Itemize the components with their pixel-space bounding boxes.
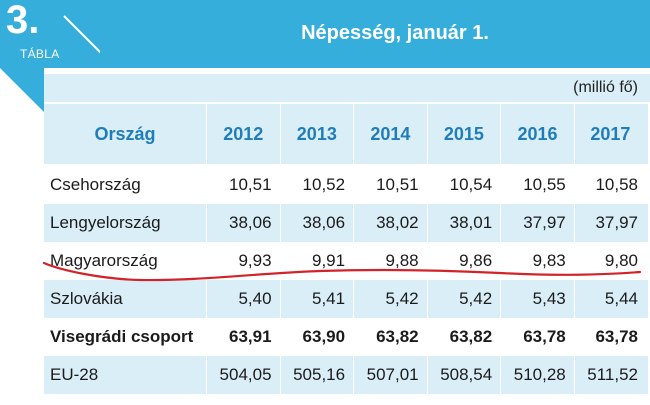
table-cell: 63,78 xyxy=(574,318,648,356)
table-row: Lengyelország 38,06 38,06 38,02 38,01 37… xyxy=(44,204,648,242)
table-cell: 5,43 xyxy=(501,280,575,318)
unit-label: (millió fő) xyxy=(573,79,638,96)
country-name: EU-28 xyxy=(44,356,207,394)
column-header-year: 2012 xyxy=(207,104,281,166)
table-cell: 63,78 xyxy=(501,318,575,356)
table-number-badge: 3. TÁBLA xyxy=(0,0,103,68)
table-cell: 9,91 xyxy=(280,242,355,280)
table-cell: 63,82 xyxy=(427,318,502,356)
table-cell: 5,44 xyxy=(574,280,648,318)
table-cell: 9,80 xyxy=(574,242,648,280)
population-table: Ország 2012 2013 2014 2015 2016 2017 Cse… xyxy=(44,104,648,394)
table-label: TÁBLA xyxy=(20,47,60,61)
table-cell: 5,40 xyxy=(207,280,281,318)
table-title: Népesség, január 1. xyxy=(301,22,489,44)
column-header-year: 2016 xyxy=(501,104,575,166)
column-header-year: 2014 xyxy=(354,104,428,166)
table-cell: 510,28 xyxy=(501,356,575,394)
column-header-country: Ország xyxy=(44,104,207,166)
table-cell: 10,51 xyxy=(207,166,281,204)
title-bar: Népesség, január 1. xyxy=(100,0,650,68)
column-header-year: 2013 xyxy=(280,104,355,166)
table-cell: 38,06 xyxy=(280,204,355,242)
table-cell: 508,54 xyxy=(427,356,502,394)
table-cell: 504,05 xyxy=(207,356,281,394)
table-cell: 63,82 xyxy=(354,318,428,356)
corner-triangle-decoration xyxy=(0,68,44,112)
country-name: Visegrádi csoport xyxy=(44,318,207,356)
table-cell: 505,16 xyxy=(280,356,355,394)
table-cell: 10,52 xyxy=(280,166,355,204)
table-row-total: Visegrádi csoport 63,91 63,90 63,82 63,8… xyxy=(44,318,648,356)
column-header-year: 2017 xyxy=(574,104,648,166)
table-cell: 37,97 xyxy=(501,204,575,242)
table-cell: 9,88 xyxy=(354,242,428,280)
table-number: 3. xyxy=(6,0,40,42)
table-cell: 38,06 xyxy=(207,204,281,242)
country-name: Csehország xyxy=(44,166,207,204)
table-cell: 511,52 xyxy=(574,356,648,394)
table-cell: 507,01 xyxy=(354,356,428,394)
table-cell: 9,86 xyxy=(427,242,502,280)
table-row: Csehország 10,51 10,52 10,51 10,54 10,55… xyxy=(44,166,648,204)
table-cell: 5,41 xyxy=(280,280,355,318)
table-cell: 10,51 xyxy=(354,166,428,204)
table-cell: 63,91 xyxy=(207,318,281,356)
table-row: Szlovákia 5,40 5,41 5,42 5,42 5,43 5,44 xyxy=(44,280,648,318)
slash-decoration-icon xyxy=(63,15,103,55)
table-cell: 10,58 xyxy=(574,166,648,204)
country-name: Szlovákia xyxy=(44,280,207,318)
country-name: Magyarország xyxy=(44,242,207,280)
table-cell: 38,01 xyxy=(427,204,502,242)
table-row: Magyarország 9,93 9,91 9,88 9,86 9,83 9,… xyxy=(44,242,648,280)
table-cell: 63,90 xyxy=(280,318,355,356)
table-cell: 5,42 xyxy=(354,280,428,318)
unit-band: (millió fő) xyxy=(44,74,650,102)
table-cell: 9,93 xyxy=(207,242,281,280)
table-cell: 5,42 xyxy=(427,280,502,318)
country-name: Lengyelország xyxy=(44,204,207,242)
table-cell: 37,97 xyxy=(574,204,648,242)
column-header-year: 2015 xyxy=(427,104,502,166)
table-cell: 10,54 xyxy=(427,166,502,204)
table-cell: 38,02 xyxy=(354,204,428,242)
table-header-row: Ország 2012 2013 2014 2015 2016 2017 xyxy=(44,104,648,166)
table-cell: 9,83 xyxy=(501,242,575,280)
table-row: EU-28 504,05 505,16 507,01 508,54 510,28… xyxy=(44,356,648,394)
table-cell: 10,55 xyxy=(501,166,575,204)
